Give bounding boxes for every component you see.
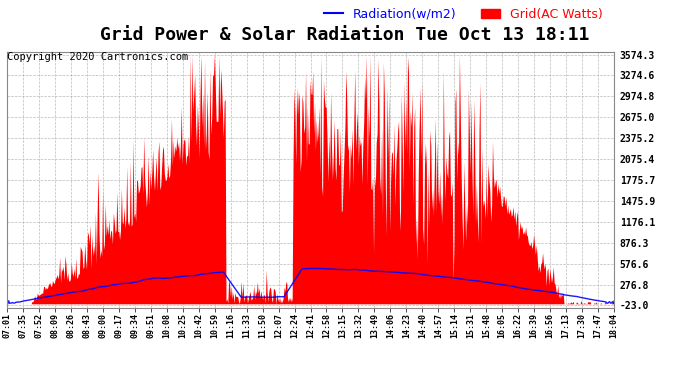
Text: Grid Power & Solar Radiation Tue Oct 13 18:11: Grid Power & Solar Radiation Tue Oct 13 … [100, 26, 590, 44]
Legend: Radiation(w/m2), Grid(AC Watts): Radiation(w/m2), Grid(AC Watts) [319, 3, 608, 26]
Text: Copyright 2020 Cartronics.com: Copyright 2020 Cartronics.com [7, 53, 188, 63]
